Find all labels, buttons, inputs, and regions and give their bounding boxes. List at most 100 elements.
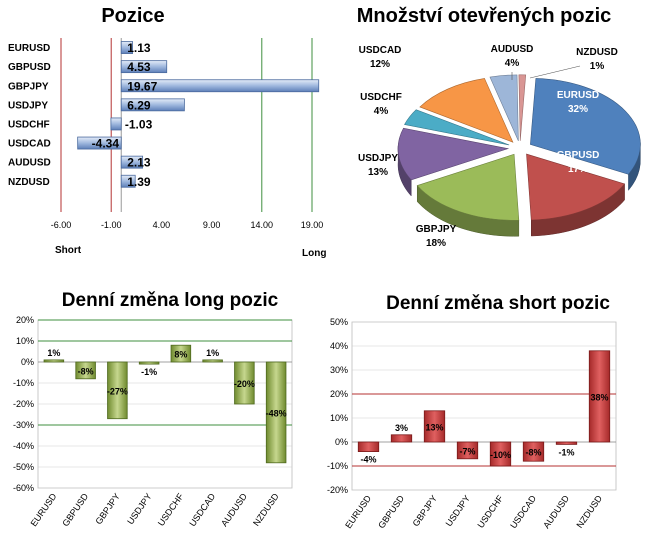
- bar-usdchf: [489, 441, 512, 467]
- bar-eurusd: [357, 441, 380, 453]
- value-label-usdchf: 8%: [174, 350, 187, 360]
- pie-value-eurusd: 32%: [568, 104, 588, 115]
- value-label-gbpusd: 3%: [395, 423, 408, 433]
- bar-audusd: [120, 155, 144, 169]
- category-label-gbpjpy: GBPJPY: [8, 81, 49, 92]
- pie-slice-usdcad: [419, 78, 514, 143]
- pie-label-usdjpy: USDJPY: [358, 153, 398, 164]
- category-label-eurusd: EURUSD: [8, 43, 50, 54]
- bar-audusd: [555, 441, 578, 445]
- bar-nzdusd: [120, 174, 136, 188]
- y-tick-label: -10%: [327, 461, 348, 471]
- value-label-audusd: -1%: [558, 447, 574, 457]
- value-label-usdcad: -4.34: [92, 137, 120, 151]
- value-label-usdjpy: -1%: [141, 367, 157, 377]
- pie-label-gbpjpy: GBPJPY: [416, 224, 457, 235]
- bar-usdcad: [522, 441, 545, 462]
- plot-frame: [351, 321, 617, 491]
- category-label-gbpusd: GBPUSD: [60, 491, 90, 528]
- pie-label-gbpusd: GBPUSD: [557, 150, 600, 161]
- short-change-chart: 50% 40% 30% 20% 10% 0% -10% -20% -4% EURUSD 3% GBPU…: [327, 317, 617, 530]
- pie-value-gbpusd: 17%: [568, 164, 588, 175]
- category-label-gbpjpy: GBPJPY: [411, 493, 440, 528]
- y-tick-label: -20%: [13, 399, 34, 409]
- value-label-nzdusd: 38%: [590, 392, 608, 402]
- category-label-usdcad: USDCAD: [508, 493, 538, 530]
- x-tick-label: 4.00: [153, 220, 171, 230]
- y-tick-label: 20%: [330, 389, 348, 399]
- pie-leader-nzdusd: [529, 65, 581, 79]
- value-label-eurusd: 1.13: [127, 41, 151, 55]
- category-label-usdjpy: USDJPY: [8, 100, 48, 111]
- value-label-usdcad: 1%: [206, 348, 219, 358]
- value-label-usdjpy: 6.29: [127, 98, 151, 112]
- x-tick-label: 19.00: [301, 220, 324, 230]
- pie-slice-usdchf: [404, 109, 510, 146]
- pozice-title: Pozice: [101, 5, 164, 27]
- pie-value-usdcad: 12%: [370, 59, 390, 70]
- pie-label-audusd: AUDUSD: [491, 44, 534, 55]
- category-label-eurusd: EURUSD: [343, 493, 373, 530]
- value-label-nzdusd: -48%: [266, 408, 287, 418]
- pie-slice-audusd: [489, 74, 519, 141]
- bar-gbpusd: [120, 60, 168, 74]
- category-label-audusd: AUDUSD: [8, 158, 51, 169]
- bar-nzdusd: [265, 361, 287, 464]
- bar-audusd: [234, 361, 255, 405]
- bar-usdcad: [202, 359, 223, 363]
- y-tick-label: 0%: [21, 357, 34, 367]
- bar-gbpusd: [75, 361, 96, 380]
- pie-slice-usdjpy: [397, 127, 510, 181]
- value-label-usdcad: -8%: [525, 448, 541, 458]
- value-label-usdjpy: -7%: [459, 446, 475, 456]
- y-tick-label: -20%: [327, 485, 348, 495]
- category-label-nzdusd: NZDUSD: [574, 493, 604, 530]
- y-tick-label: -30%: [13, 420, 34, 430]
- category-label-audusd: AUDUSD: [219, 491, 249, 528]
- category-label-usdjpy: USDJPY: [125, 491, 154, 526]
- category-label-usdcad: USDCAD: [187, 491, 217, 528]
- category-label-usdchf: USDCHF: [156, 491, 186, 528]
- pie-label-usdchf: USDCHF: [360, 92, 402, 103]
- category-label-gbpusd: GBPUSD: [376, 493, 406, 530]
- pie-value-usdchf: 4%: [374, 106, 389, 117]
- long-label: Long: [302, 248, 326, 259]
- value-label-audusd: 2.13: [127, 156, 151, 170]
- pie-value-usdjpy: 13%: [368, 167, 388, 178]
- category-label-gbpjpy: GBPJPY: [93, 491, 122, 526]
- value-label-nzdusd: 1.39: [127, 175, 151, 189]
- bar-usdchf: [110, 117, 122, 131]
- category-label-nzdusd: NZDUSD: [251, 491, 281, 528]
- bar-gbpjpy: [120, 79, 320, 93]
- y-tick-label: -40%: [13, 441, 34, 451]
- pie-slice-eurusd: [530, 78, 641, 175]
- y-tick-label: 0%: [335, 437, 348, 447]
- y-tick-label: 10%: [330, 413, 348, 423]
- pie-value-gbpjpy: 18%: [426, 238, 446, 249]
- value-label-gbpjpy: 19.67: [127, 79, 157, 93]
- short-change-title: Denní změna short pozic: [386, 293, 610, 314]
- x-tick-label: -1.00: [101, 220, 122, 230]
- mnozstvi-title: Množství otevřených pozic: [357, 5, 612, 27]
- pie-slice-nzdusd: [518, 74, 527, 141]
- pie-slice-gbpjpy: [416, 153, 520, 221]
- x-tick-label: 14.00: [251, 220, 274, 230]
- y-tick-label: 30%: [330, 365, 348, 375]
- value-label-usdchf: -10%: [490, 450, 511, 460]
- pie-value-nzdusd: 1%: [590, 61, 605, 72]
- bar-gbpjpy: [107, 361, 128, 420]
- value-label-gbpjpy: -27%: [107, 386, 128, 396]
- bar-usdjpy: [456, 441, 479, 460]
- bar-usdjpy: [138, 361, 160, 365]
- long-change-title: Denní změna long pozic: [62, 290, 279, 311]
- pie-value-audusd: 4%: [505, 58, 520, 69]
- value-label-gbpjpy: 13%: [425, 422, 443, 432]
- long-change-chart: 20% 10% 0% -10% -20% -30% -40% -50% -60% 1% EURUSD…: [13, 315, 293, 528]
- short-label: Short: [55, 245, 82, 256]
- bar-eurusd: [120, 41, 133, 54]
- y-tick-label: 50%: [330, 317, 348, 327]
- value-label-gbpusd: 4.53: [127, 60, 151, 74]
- category-label-gbpusd: GBPUSD: [8, 62, 51, 73]
- bar-usdchf: [170, 344, 192, 363]
